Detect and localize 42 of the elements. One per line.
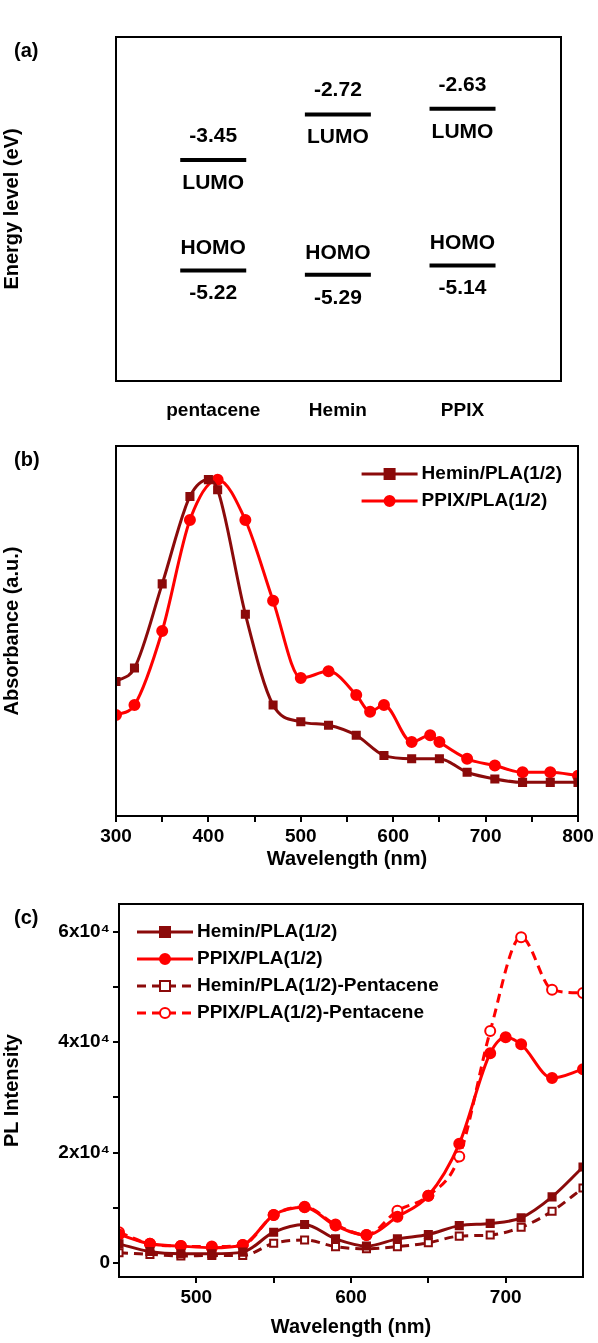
x-tick-label: 300 bbox=[100, 824, 132, 846]
y-tick-label: 2x10⁴ bbox=[58, 1140, 110, 1162]
legend-label: Hemin/PLA(1/2) bbox=[197, 920, 338, 942]
x-tick-label: 500 bbox=[284, 824, 317, 846]
chart-title: (b) bbox=[14, 447, 40, 470]
text: (a) bbox=[14, 38, 39, 61]
y-tick-label: 0 bbox=[99, 1251, 110, 1273]
legend-label: PPIX/PLA(1/2)-Pentacene bbox=[197, 1001, 425, 1023]
data-label: -5.29 bbox=[313, 284, 362, 308]
x-tick-label: 600 bbox=[377, 824, 410, 846]
text: Energy level (eV) bbox=[0, 128, 22, 290]
legend-label: PPIX/PLA(1/2) bbox=[421, 489, 548, 511]
text: HOMO bbox=[429, 230, 496, 254]
x-axis-title: Wavelength (nm) bbox=[266, 846, 428, 869]
text: HOMO bbox=[305, 239, 371, 263]
y-tick-label: 4x10⁴ bbox=[58, 1030, 110, 1052]
data-label: -5.14 bbox=[438, 275, 487, 299]
legend-label: PPIX/PLA(1/2) bbox=[197, 947, 323, 969]
category-label: pentacene bbox=[166, 398, 261, 420]
legend-label: LUMO bbox=[182, 169, 245, 193]
x-tick-label: 800 bbox=[562, 824, 594, 846]
text: LUMO bbox=[306, 124, 369, 148]
x-tick-label: 600 bbox=[335, 1285, 367, 1307]
data-label: -2.72 bbox=[313, 77, 362, 101]
x-axis-title: Wavelength (nm) bbox=[270, 1314, 432, 1337]
data-label: -3.45 bbox=[189, 122, 238, 146]
chart-title: (c) bbox=[14, 905, 39, 928]
category-label: PPIX bbox=[440, 398, 485, 420]
text: LUMO bbox=[431, 118, 494, 142]
x-tick-label: 700 bbox=[489, 1285, 522, 1307]
x-tick-label: 700 bbox=[469, 824, 502, 846]
legend-label: Hemin/PLA(1/2)-Pentacene bbox=[197, 974, 439, 996]
data-label: -2.63 bbox=[438, 71, 487, 95]
y-axis-title: Absorbance (a.u.) bbox=[0, 546, 22, 716]
x-tick-label: 400 bbox=[192, 824, 225, 846]
legend-label: Hemin/PLA(1/2) bbox=[421, 462, 563, 484]
legend-label: HOMO bbox=[180, 235, 246, 259]
y-tick-label: 6x10⁴ bbox=[58, 919, 110, 941]
x-tick-label: 500 bbox=[180, 1285, 213, 1307]
y-axis-title: PL Intensity bbox=[0, 1033, 22, 1147]
category-label: Hemin bbox=[308, 398, 367, 420]
data-label: -5.22 bbox=[189, 280, 238, 304]
